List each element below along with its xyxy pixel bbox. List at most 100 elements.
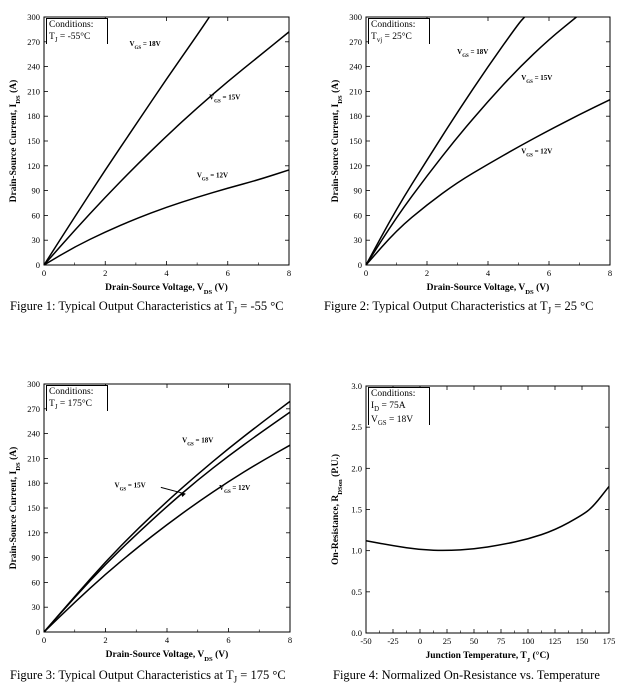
chart-1-xlabel: Drain-Source Voltage, VDS (V) [105,282,228,296]
chart-4-xtick-label: -25 [387,636,398,646]
chart-4-xtick-label: 150 [576,636,589,646]
chart-1-xtick-label: 4 [164,268,169,278]
chart-4-ytick-label: 0.5 [351,587,362,597]
chart-2-series-line [365,16,577,266]
chart-4-xtick-label: 75 [497,636,506,646]
chart-2-ylabel: Drain-Source Current, IDS (A) [330,80,344,203]
chart-4-xtick-label: 125 [549,636,562,646]
chart-1-ytick-label: 30 [32,235,41,245]
chart-4-xtick-label: 175 [603,636,616,646]
chart-2-xtick-label: 8 [608,268,612,278]
chart-3-xtick-label: 4 [165,635,170,645]
chart-4-ytick-label: 1.5 [351,505,362,515]
chart-1-ytick-label: 180 [27,111,40,121]
figure-3-caption: Figure 3: Typical Output Characteristics… [10,668,286,685]
chart-2-ytick-label: 120 [349,161,362,171]
chart-3-ytick-label: 120 [27,528,40,538]
chart-2-ytick-label: 180 [349,111,362,121]
figure-2: 0 2 4 6 8 0 30 60 90 120 150 180 210 240 270 300 Drain-S… [320,0,630,330]
chart-2-ytick-label: 60 [354,210,363,220]
chart-1-conditions-box: Conditions:TJ = -55°C [46,18,108,44]
chart-1-series-line [43,16,210,266]
chart-2-series-label: VGS = 15V [521,74,552,85]
chart-4-xtick-label: -50 [360,636,371,646]
chart-1-ytick-label: 0 [36,260,40,270]
condition-line: TJ = -55°C [49,31,91,44]
chart-3-xlabel: Drain-Source Voltage, VDS (V) [106,649,229,663]
chart-2-xtick-label: 2 [425,268,429,278]
chart-2-series-label: VGS = 12V [521,147,552,158]
chart-4-svg: -50 -25 0 25 50 75 100 125 150 175 0.0 0.5 1.0 1.5 2.0… [330,381,616,664]
chart-1-xtick-label: 0 [42,268,46,278]
condition-line: ID = 75A [371,400,406,413]
chart-2-series-line [365,98,611,266]
figure-2-caption: Figure 2: Typical Output Characteristics… [324,299,594,316]
condition-line: Tvj = 25°C [371,31,412,44]
chart-3-ylabel: Drain-Source Current, IDS (A) [8,447,22,570]
chart-2-conditions-box: Conditions:Tvj = 25°C [368,18,430,44]
chart-1-ytick-label: 240 [27,62,40,72]
chart-1-svg: 0 2 4 6 8 0 30 60 90 120 150 180 210 240 270 300 Drain-S… [8,12,291,296]
chart-2-ytick-label: 300 [349,12,362,22]
chart-2-svg: 0 2 4 6 8 0 30 60 90 120 150 180 210 240 270 300 Drain-S… [330,12,612,296]
chart-3-series-line [43,444,291,633]
figure-1: 0 2 4 6 8 0 30 60 90 120 150 180 210 240 270 300 Drain-S… [0,0,310,330]
chart-3-ytick-label: 0 [36,627,40,637]
chart-3-ytick-label: 30 [32,602,41,612]
conditions-title: Conditions: [49,20,94,30]
chart-3-ytick-label: 240 [27,429,40,439]
chart-2-ytick-label: 30 [354,235,363,245]
chart-4-ytick-label: 2.0 [351,463,362,473]
chart-1-xtick-label: 8 [287,268,291,278]
conditions-title: Conditions: [371,20,416,30]
chart-2-xtick-label: 4 [486,268,491,278]
chart-4-series-line [365,485,610,552]
chart-3-label-arrowhead [180,492,186,497]
chart-3-ytick-label: 300 [27,379,40,389]
chart-1-ylabel: Drain-Source Current, IDS (A) [8,80,22,203]
chart-1-frame [43,16,290,266]
chart-3-series-label: VGS = 18V [182,437,213,448]
chart-1-series-label: VGS = 18V [129,40,160,51]
chart-3-ytick-label: 150 [27,503,40,513]
chart-3-ytick-label: 210 [27,453,40,463]
chart-1-series-label: VGS = 15V [209,94,240,105]
chart-2-xtick-label: 0 [364,268,368,278]
chart-2-ytick-label: 90 [354,186,363,196]
chart-2-series-line [365,16,526,266]
chart-3-ytick-label: 90 [32,553,41,563]
chart-1-xtick-label: 2 [103,268,107,278]
chart-1-series-line [43,169,290,266]
conditions-title: Conditions: [49,387,94,397]
chart-3-series-label: VGS = 15V [115,481,146,492]
chart-2-ytick-label: 150 [349,136,362,146]
chart-4-ytick-label: 2.5 [351,422,362,432]
chart-3-svg: 0 2 4 6 8 0 30 60 90 120 150 180 210 240 270 300 Drain-S… [8,379,292,663]
chart-2-ytick-label: 0 [358,260,362,270]
chart-4-ytick-label: 3.0 [351,381,362,391]
chart-1-ytick-label: 150 [27,136,40,146]
chart-3-ytick-label: 180 [27,478,40,488]
chart-1-series-line [43,31,290,266]
chart-2-xtick-label: 6 [547,268,551,278]
chart-3-xtick-label: 2 [103,635,107,645]
chart-2-ytick-label: 210 [349,86,362,96]
chart-2-series-label: VGS = 18V [457,48,488,59]
chart-3-ytick-label: 270 [27,404,40,414]
chart-4-xtick-label: 25 [443,636,452,646]
chart-1-series-label: VGS = 12V [197,171,228,182]
chart-4-xlabel: Junction Temperature, TJ (°C) [426,650,550,664]
chart-3-xtick-label: 6 [226,635,230,645]
chart-3-ytick-label: 60 [32,577,41,587]
chart-3-xtick-label: 0 [42,635,46,645]
conditions-title: Conditions: [371,389,416,399]
condition-line: TJ = 175°C [49,398,92,411]
chart-4-ylabel: On-Resistance, RDSon (P.U.) [330,454,344,565]
figure-4: -50 -25 0 25 50 75 100 125 150 175 0.0 0.5 1.0 1.5 2.0… [320,368,630,693]
chart-4-xtick-label: 50 [470,636,479,646]
chart-1-xtick-label: 6 [226,268,230,278]
chart-3-series-label: VGS = 12V [219,484,250,495]
chart-1-ytick-label: 270 [27,37,40,47]
chart-1-ytick-label: 60 [32,210,41,220]
chart-1-ytick-label: 120 [27,161,40,171]
